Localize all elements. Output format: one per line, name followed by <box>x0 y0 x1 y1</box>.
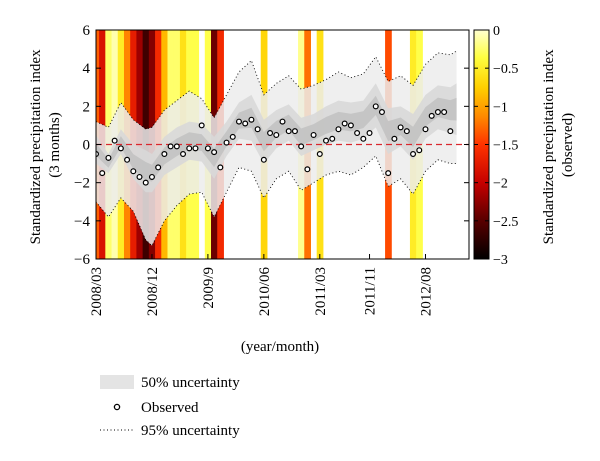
observed-point <box>130 168 137 175</box>
observed-point <box>273 131 280 138</box>
observed-point <box>99 170 106 177</box>
y-tick-label: −2 <box>74 176 90 192</box>
observed-point <box>335 126 342 133</box>
legend-swatch-50pct <box>100 375 134 389</box>
y-tick-label: 0 <box>83 138 91 154</box>
observed-point <box>291 128 298 135</box>
y-tick-label: 2 <box>83 99 91 115</box>
x-axis: 2008/03 2008/12 2009/9 2010/06 2011/03 2011/1… <box>89 254 434 316</box>
y-tick-label: 6 <box>83 23 91 39</box>
observed-point <box>136 173 143 180</box>
legend-label-observed: Observed <box>141 400 199 416</box>
observed-point <box>304 166 311 173</box>
observed-point <box>217 164 224 171</box>
legend-label-95pct: 95% uncertainty <box>141 423 240 439</box>
x-tick-label: 2009/9 <box>201 267 217 309</box>
legend: 50% uncertainty Observed 95% uncertainty <box>100 375 240 439</box>
colorbar-tick-label: −0.5 <box>493 62 518 77</box>
observed-point <box>198 122 205 129</box>
observed-point <box>180 151 187 158</box>
observed-point <box>341 120 348 127</box>
colorbar-tick-label: −3 <box>493 253 508 268</box>
band-inner <box>96 95 457 182</box>
observed-point <box>211 149 218 156</box>
y-tick-label: −4 <box>74 214 90 230</box>
observed-point <box>155 164 162 171</box>
observed-point <box>285 128 292 135</box>
observed-point <box>248 116 255 123</box>
legend-label-50pct: 50% uncertainty <box>141 375 240 391</box>
x-tick-label: 2010/06 <box>257 267 273 317</box>
observed-point <box>354 130 361 137</box>
y-axis: 6 4 2 0 −2 −4 −6 <box>74 23 469 268</box>
observed-point <box>173 143 180 150</box>
observed-point <box>378 109 385 116</box>
colorbar-label: Standardized precipitation index (observ… <box>541 46 576 245</box>
x-tick-label: 2008/03 <box>89 267 105 316</box>
observed-point <box>360 135 367 142</box>
observed-point <box>298 143 305 150</box>
colorbar-tick-label: −2 <box>493 177 508 192</box>
observed-point <box>310 131 317 138</box>
colorbar-tick-label: 0 <box>493 24 500 39</box>
y-axis-label: Standardized precipitation index (3 mont… <box>28 46 63 245</box>
observed-point <box>235 118 242 125</box>
observed-point <box>260 156 267 163</box>
observed-point <box>124 156 131 163</box>
observed-point <box>391 135 398 142</box>
observed-point <box>142 179 149 186</box>
observed-point <box>403 128 410 135</box>
x-axis-label: (year/month) <box>241 339 319 355</box>
observed-points <box>96 103 454 186</box>
x-tick-label: 2008/12 <box>145 267 161 316</box>
observed-point <box>96 151 99 158</box>
observed-point <box>167 143 174 150</box>
observed-point <box>229 133 236 140</box>
observed-point <box>329 135 336 142</box>
observed-point <box>242 120 249 127</box>
legend-marker-observed <box>113 403 121 411</box>
x-tick-label: 2011/03 <box>313 267 329 316</box>
x-tick-label: 2012/08 <box>418 267 434 316</box>
observed-point <box>447 128 454 135</box>
observed-point <box>279 118 286 125</box>
observed-point <box>254 126 261 133</box>
band-95pct-lower-line <box>96 155 457 247</box>
observed-point <box>223 139 230 146</box>
y-tick-label: 4 <box>83 61 91 77</box>
y-tick-label: −6 <box>74 252 90 268</box>
colorbar-axis: 0 −0.5 −1 −1.5 −2 −2.5 −3 <box>474 24 518 268</box>
observed-point <box>372 103 379 110</box>
observed-point <box>111 137 118 144</box>
colorbar-tick-label: −1.5 <box>493 139 518 154</box>
observed-point <box>366 130 373 137</box>
band-95pct-upper-line <box>96 50 457 130</box>
observed-point <box>192 145 199 152</box>
observed-point <box>385 170 392 177</box>
colorbar-tick-label: −2.5 <box>493 215 518 230</box>
observed-point <box>441 109 448 116</box>
observed-point <box>117 145 124 152</box>
observed-point <box>323 137 330 144</box>
observed-point <box>428 112 435 119</box>
observed-point <box>186 145 193 152</box>
observed-point <box>267 130 274 137</box>
observed-point <box>204 145 211 152</box>
x-tick-label: 2011/11 <box>363 267 379 315</box>
observed-point <box>105 154 112 161</box>
observed-point <box>410 151 417 158</box>
observed-point <box>161 151 168 158</box>
observed-point <box>416 147 423 154</box>
observed-point <box>316 151 323 158</box>
observed-point <box>347 122 354 129</box>
observed-point <box>422 126 429 133</box>
colorbar-tick-label: −1 <box>493 100 508 115</box>
observed-point <box>397 124 404 131</box>
observed-point <box>148 173 155 180</box>
observed-point <box>434 109 441 116</box>
